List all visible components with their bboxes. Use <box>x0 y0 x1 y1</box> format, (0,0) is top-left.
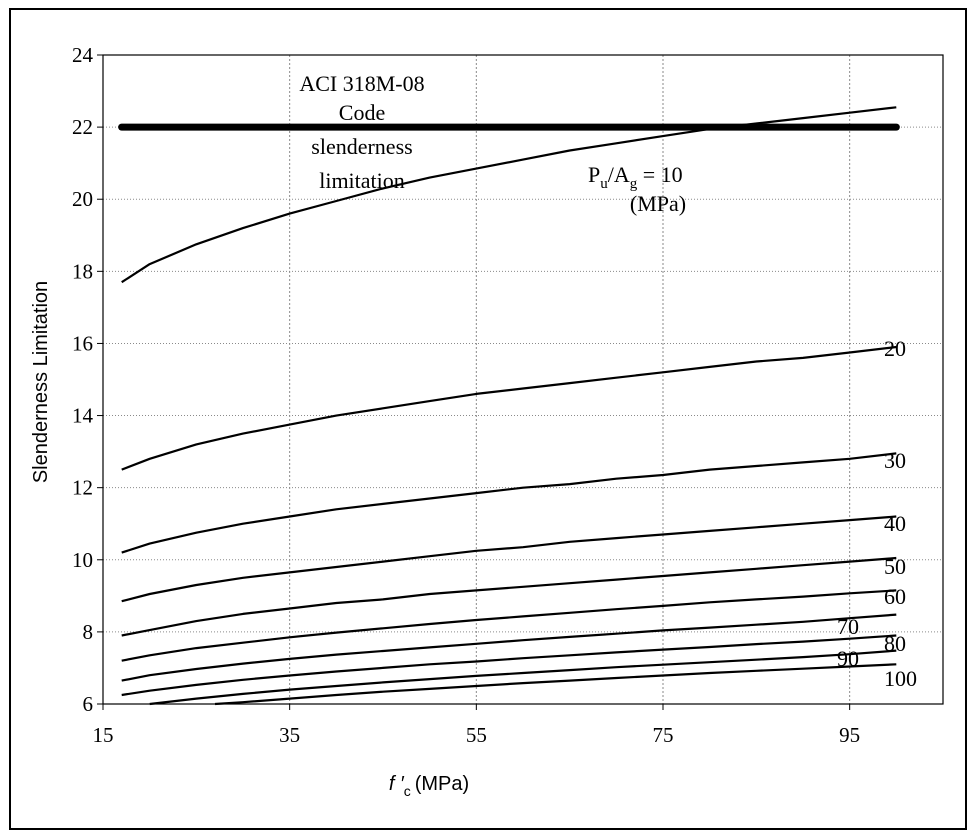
series-label-90: 90 <box>837 646 859 671</box>
load-ratio-label: Pu/Ag = 10 (MPa) <box>588 162 686 216</box>
x-axis-label: f ′c (MPa) <box>389 773 469 799</box>
x-tick-label: 15 <box>93 723 114 747</box>
code-limit-label-line-4: limitation <box>319 168 405 193</box>
code-limit-label-line-1: ACI 318M-08 <box>299 71 424 96</box>
annotation-labels: 20 30 40 50 60 70 80 90 100 <box>837 336 917 691</box>
y-axis-label: Slenderness Limitation <box>30 281 52 483</box>
gridlines <box>103 54 943 704</box>
series-line-60 <box>121 589 897 662</box>
series-line-70 <box>121 613 897 682</box>
series-label-40: 40 <box>884 511 906 536</box>
series-label-60: 60 <box>884 584 906 609</box>
x-axis-label-symbol: f ′ <box>389 773 405 795</box>
slenderness-chart: 6 8 10 12 14 16 18 20 22 24 15 35 55 75 95 20 30 40 50 60 7… <box>30 43 944 799</box>
y-tick-label: 24 <box>72 43 94 67</box>
series-line-20 <box>121 345 897 471</box>
x-axis-label-subscript: c <box>404 783 411 799</box>
load-ratio-p-subscript: u <box>600 176 608 192</box>
y-tick-label: 18 <box>72 259 93 283</box>
series-line-100 <box>214 663 897 706</box>
code-limit-label-line-2: Code <box>339 100 385 125</box>
series-line-30 <box>121 452 897 554</box>
series-line-40 <box>121 515 897 603</box>
series-label-100: 100 <box>884 666 917 691</box>
x-tick-label: 95 <box>839 723 860 747</box>
series-label-20: 20 <box>884 336 906 361</box>
series-label-80: 80 <box>884 631 906 656</box>
series-line-80 <box>121 634 897 697</box>
y-tick-label: 14 <box>72 404 94 428</box>
y-tick-label: 10 <box>72 548 93 572</box>
y-tick-label: 16 <box>72 331 93 355</box>
x-tick-label: 35 <box>279 723 300 747</box>
load-ratio-units: (MPa) <box>630 191 686 216</box>
load-ratio-slash-a: /A <box>608 162 630 187</box>
code-limit-label: ACI 318M-08 Code slenderness limitation <box>299 71 424 193</box>
series-line-50 <box>121 556 897 637</box>
series-lines <box>121 106 897 706</box>
plot-border <box>102 54 944 705</box>
y-tick-label: 20 <box>72 187 93 211</box>
load-ratio-p: P <box>588 162 600 187</box>
y-tick-label: 6 <box>83 692 94 716</box>
load-ratio-expression: Pu/Ag = 10 <box>588 162 683 192</box>
series-label-30: 30 <box>884 448 906 473</box>
series-label-50: 50 <box>884 554 906 579</box>
load-ratio-equals: = 10 <box>637 162 682 187</box>
x-axis-label-units: (MPa) <box>415 773 469 795</box>
load-ratio-a-subscript: g <box>630 176 638 192</box>
plot-area-border <box>102 54 944 705</box>
y-tick-label: 8 <box>83 620 94 644</box>
x-tick-label: 55 <box>466 723 487 747</box>
x-tick-label: 75 <box>653 723 674 747</box>
axis-ticks: 6 8 10 12 14 16 18 20 22 24 15 35 55 75 95 <box>72 43 860 747</box>
series-line-90 <box>149 649 897 706</box>
series-line-10 <box>121 106 897 284</box>
code-limit-label-line-3: slenderness <box>311 134 412 159</box>
chart-frame: 6 8 10 12 14 16 18 20 22 24 15 35 55 75 95 20 30 40 50 60 7… <box>9 8 967 830</box>
y-tick-label: 12 <box>72 476 93 500</box>
y-tick-label: 22 <box>72 115 93 139</box>
series-label-70: 70 <box>837 614 859 639</box>
